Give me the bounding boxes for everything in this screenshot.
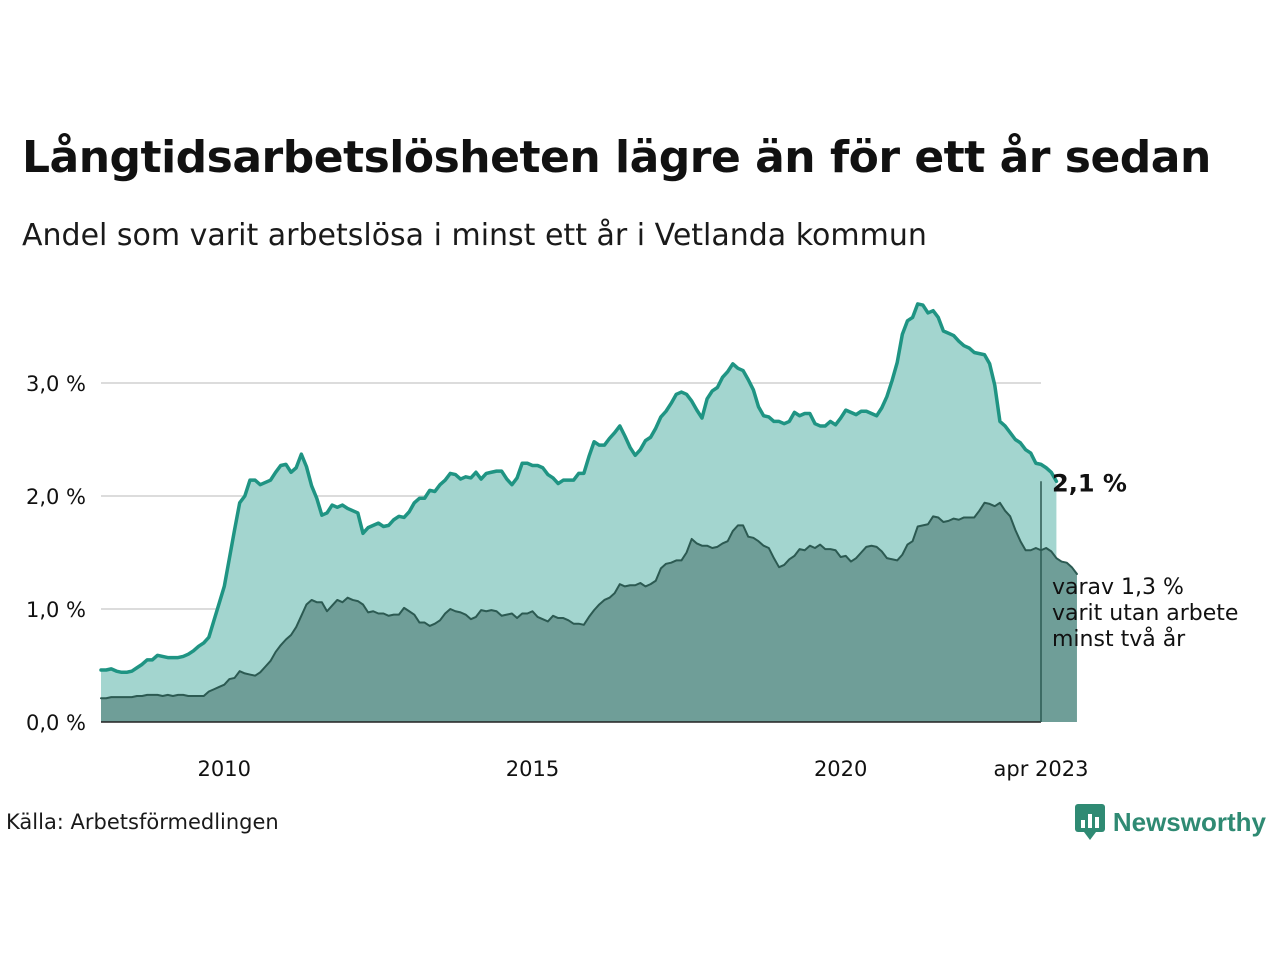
x-tick-label: apr 2023	[994, 757, 1089, 781]
y-tick-label: 2,0 %	[26, 485, 86, 509]
axes: 0,0 % 1,0 % 2,0 % 3,0 % 2010 2015 2020 apr 2023	[26, 372, 1089, 781]
newsworthy-logo-icon	[1074, 804, 1105, 840]
brand-name: Newsworthy	[1112, 806, 1266, 837]
x-tick-label: 2010	[198, 757, 251, 781]
sub-series-label: minst två år	[1052, 626, 1186, 652]
brand-logo: Newsworthy	[1074, 804, 1266, 840]
sub-series-label: varit utan arbete	[1052, 601, 1238, 626]
x-tick-label: 2015	[506, 757, 559, 781]
y-tick-label: 3,0 %	[26, 372, 86, 396]
source-note: Källa: Arbetsförmedlingen	[6, 810, 279, 834]
total-end-label: 2,1 %	[1052, 469, 1127, 497]
x-tick-label: 2020	[814, 757, 867, 781]
chart-areas	[99, 302, 1078, 722]
area-sub	[101, 502, 1077, 722]
sub-series-label: varav 1,3 %	[1052, 575, 1184, 600]
y-tick-label: 1,0 %	[26, 598, 86, 622]
y-tick-label: 0,0 %	[26, 711, 86, 735]
chart-title: Långtidsarbetslösheten lägre än för ett …	[22, 132, 1211, 183]
chart-subtitle: Andel som varit arbetslösa i minst ett å…	[22, 218, 927, 253]
line-sub	[100, 501, 1078, 700]
line-total	[99, 302, 1059, 675]
